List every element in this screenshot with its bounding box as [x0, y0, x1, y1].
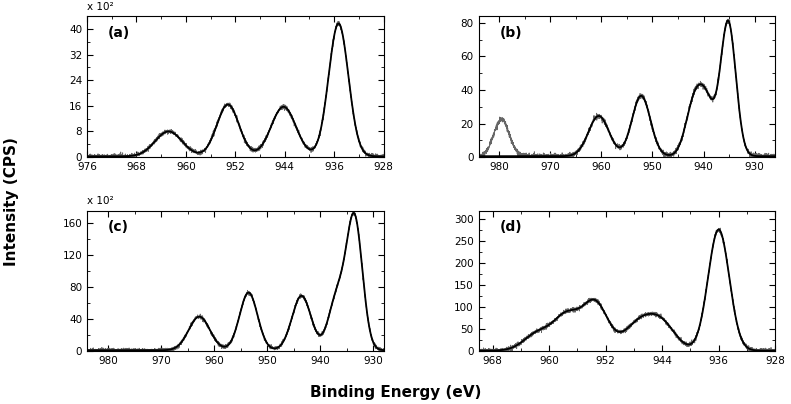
- Text: (c): (c): [108, 221, 129, 234]
- Text: Binding Energy (eV): Binding Energy (eV): [310, 385, 481, 400]
- Text: x 10²: x 10²: [87, 196, 114, 206]
- Text: Intensity (CPS): Intensity (CPS): [4, 138, 19, 266]
- Text: (a): (a): [108, 26, 130, 40]
- Text: (d): (d): [499, 221, 522, 234]
- Text: (b): (b): [499, 26, 522, 40]
- Text: x 10²: x 10²: [87, 2, 114, 12]
